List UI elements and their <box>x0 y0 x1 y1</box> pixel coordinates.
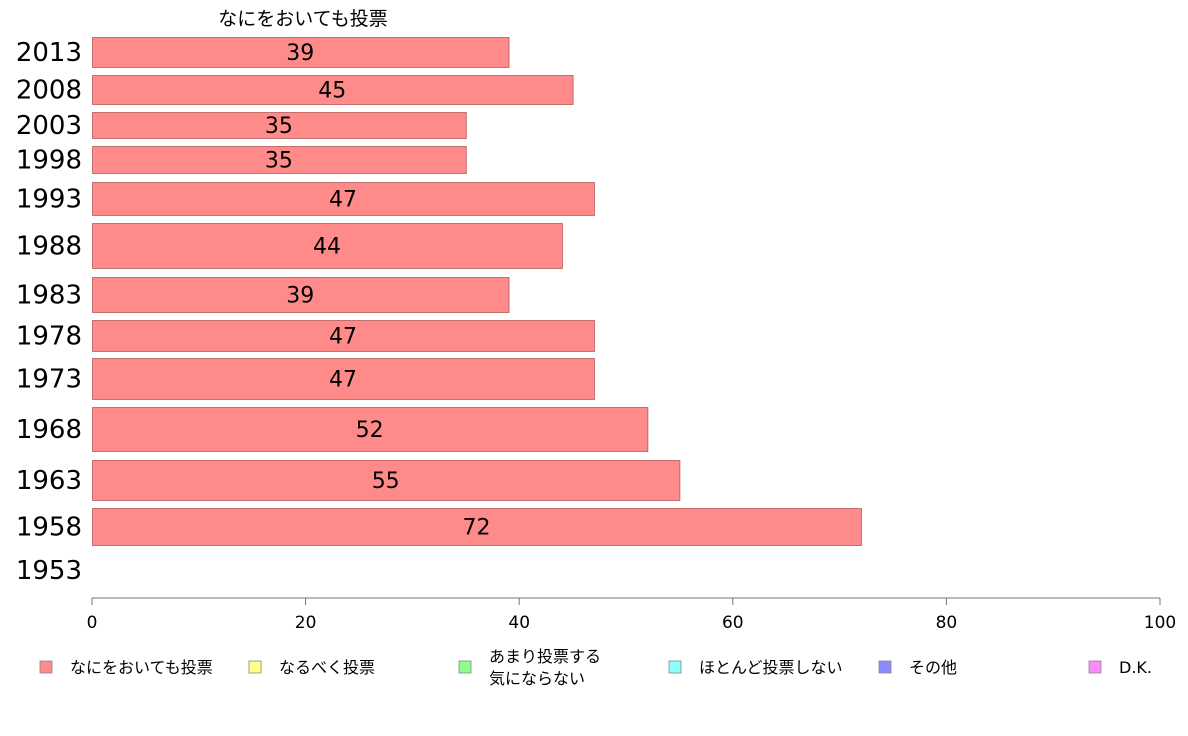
x-tick-label-40: 40 <box>508 613 530 633</box>
value-label-1958: 72 <box>462 516 490 541</box>
value-label-2003: 35 <box>265 114 293 139</box>
value-label-1988: 44 <box>313 235 341 260</box>
bar-1988 <box>92 223 563 269</box>
legend-label-3: ほとんど投票しない <box>699 658 843 677</box>
year-label-1993: 1993 <box>16 185 82 215</box>
value-label-2013: 39 <box>286 41 314 66</box>
value-label-1978: 47 <box>329 325 357 350</box>
bar-2008 <box>92 75 574 105</box>
value-label-1973: 47 <box>329 368 357 393</box>
x-tick-label-80: 80 <box>936 613 958 633</box>
bar-1983 <box>92 277 510 313</box>
bar-2003 <box>92 112 467 139</box>
legend-label-0: なにをおいても投票 <box>70 658 213 677</box>
legend-label-5: D.K. <box>1119 658 1152 677</box>
legend-swatch-2 <box>458 660 472 674</box>
legend-label-2-1: 気にならない <box>489 669 585 688</box>
legend-swatch-5 <box>1088 660 1102 674</box>
x-tick-label-20: 20 <box>295 613 317 633</box>
value-label-1998: 35 <box>265 149 293 174</box>
value-label-1983: 39 <box>286 284 314 309</box>
year-label-1973: 1973 <box>16 365 82 395</box>
x-tick-label-60: 60 <box>722 613 744 633</box>
value-label-2008: 45 <box>318 79 346 104</box>
bar-1973 <box>92 358 595 400</box>
legend-swatch-4 <box>878 660 892 674</box>
year-label-2013: 2013 <box>16 38 82 68</box>
bar-1978 <box>92 320 595 352</box>
year-label-1953: 1953 <box>16 556 82 586</box>
year-label-1988: 1988 <box>16 232 82 262</box>
legend-swatch-3 <box>668 660 682 674</box>
legend-label-1: なるべく投票 <box>279 658 375 677</box>
bar-1958 <box>92 508 862 546</box>
year-label-1998: 1998 <box>16 146 82 176</box>
year-label-2003: 2003 <box>16 111 82 141</box>
year-label-1968: 1968 <box>16 415 82 445</box>
bar-1998 <box>92 146 467 174</box>
legend-swatch-0 <box>39 660 53 674</box>
year-label-1958: 1958 <box>16 513 82 543</box>
bar-2013 <box>92 37 510 68</box>
bar-1993 <box>92 182 595 216</box>
legend-label-4: その他 <box>909 658 957 677</box>
chart-title: なにをおいても投票 <box>218 8 387 30</box>
year-label-2008: 2008 <box>16 76 82 106</box>
legend-label-2-0: あまり投票する <box>489 647 601 666</box>
bar-1968 <box>92 407 649 452</box>
value-label-1993: 47 <box>329 188 357 213</box>
year-label-1963: 1963 <box>16 466 82 496</box>
legend-swatch-1 <box>248 660 262 674</box>
x-tick-label-100: 100 <box>1144 613 1176 633</box>
value-label-1963: 55 <box>372 469 400 494</box>
year-label-1978: 1978 <box>16 322 82 352</box>
bar-1963 <box>92 460 681 501</box>
bars-layer: 2013 39 2008 45 2003 35 1998 35 1993 47 1988 44 1983… <box>16 37 862 586</box>
value-label-1968: 52 <box>356 418 384 443</box>
x-tick-label-0: 0 <box>87 613 98 633</box>
year-label-1983: 1983 <box>16 281 82 311</box>
x-axis: 0 20 40 60 80 100 <box>87 597 1176 633</box>
